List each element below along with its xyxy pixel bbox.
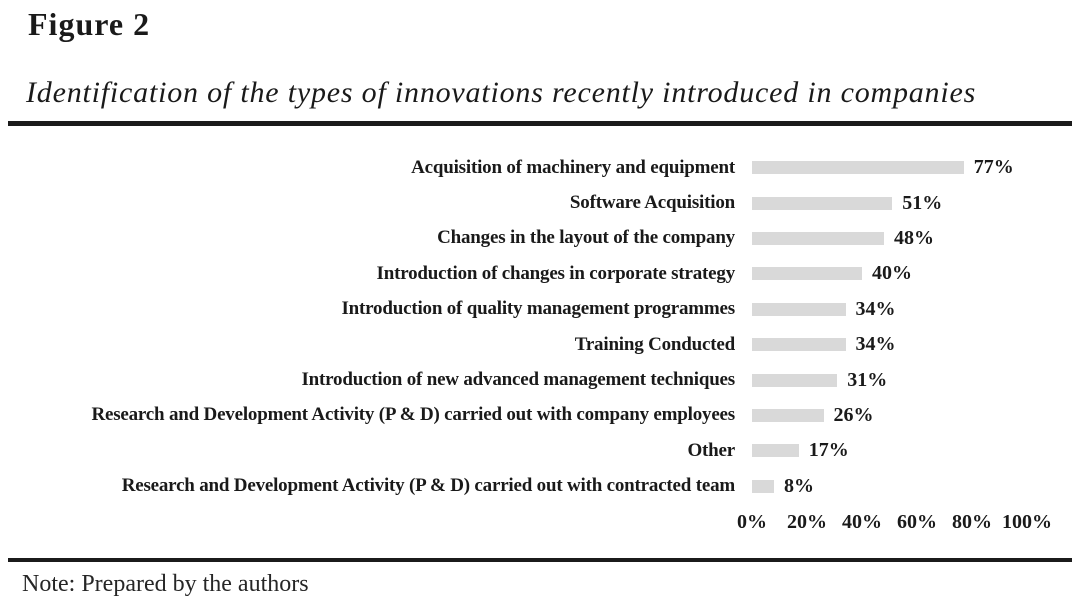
bar-area: 26% bbox=[735, 404, 874, 427]
value-label: 8% bbox=[784, 474, 814, 497]
x-tick: 0% bbox=[737, 511, 767, 533]
bar-area: 31% bbox=[735, 369, 887, 392]
bar-area: 34% bbox=[735, 333, 896, 356]
value-label: 17% bbox=[808, 439, 849, 462]
bar-area: 8% bbox=[735, 475, 814, 498]
bar-area: 48% bbox=[735, 227, 934, 250]
figure-title: Identification of the types of innovatio… bbox=[26, 76, 977, 109]
category-label: Introduction of new advanced management … bbox=[301, 369, 735, 391]
chart-row: Research and Development Activity (P & D… bbox=[0, 469, 1080, 504]
top-rule bbox=[8, 121, 1072, 126]
chart-row: Introduction of quality management progr… bbox=[0, 292, 1080, 327]
category-label: Acquisition of machinery and equipment bbox=[411, 156, 735, 178]
chart-row: Other 17% bbox=[0, 433, 1080, 468]
chart-row: Software Acquisition 51% bbox=[0, 185, 1080, 220]
chart-row: Research and Development Activity (P & D… bbox=[0, 398, 1080, 433]
bar-area: 51% bbox=[735, 192, 942, 215]
x-tick: 100% bbox=[1002, 511, 1052, 533]
bar bbox=[752, 161, 964, 175]
value-label: 34% bbox=[855, 297, 896, 320]
bar bbox=[752, 196, 893, 210]
bar bbox=[752, 373, 838, 387]
bar bbox=[752, 479, 774, 493]
bar-area: 77% bbox=[735, 156, 1014, 179]
category-label: Other bbox=[687, 439, 735, 461]
value-label: 26% bbox=[833, 403, 874, 426]
category-label: Research and Development Activity (P & D… bbox=[121, 475, 735, 497]
chart-row: Introduction of changes in corporate str… bbox=[0, 256, 1080, 291]
figure-label: Figure 2 bbox=[28, 6, 151, 42]
bar bbox=[752, 444, 799, 458]
category-label: Introduction of quality management progr… bbox=[341, 298, 735, 320]
x-tick: 80% bbox=[952, 511, 992, 533]
x-tick: 20% bbox=[787, 511, 827, 533]
bottom-rule bbox=[8, 558, 1072, 562]
chart-row: Changes in the layout of the company 48% bbox=[0, 221, 1080, 256]
value-label: 34% bbox=[855, 333, 896, 356]
bar bbox=[752, 302, 846, 316]
chart-row: Training Conducted 34% bbox=[0, 327, 1080, 362]
bar bbox=[752, 267, 862, 281]
bar-area: 40% bbox=[735, 262, 912, 285]
value-label: 31% bbox=[847, 368, 888, 391]
x-tick: 40% bbox=[842, 511, 882, 533]
bar-area: 34% bbox=[735, 298, 896, 321]
category-label: Software Acquisition bbox=[569, 192, 735, 214]
x-axis: 0% 20% 40% 60% 80% 100% bbox=[737, 511, 1052, 537]
value-label: 48% bbox=[894, 226, 934, 249]
bar bbox=[752, 408, 824, 422]
chart-row: Introduction of new advanced management … bbox=[0, 362, 1080, 397]
figure-note: Note: Prepared by the authors bbox=[22, 571, 309, 597]
category-label: Changes in the layout of the company bbox=[437, 227, 735, 249]
x-tick: 60% bbox=[897, 511, 937, 533]
value-label: 40% bbox=[872, 262, 912, 285]
value-label: 51% bbox=[902, 191, 943, 214]
bar-chart: Acquisition of machinery and equipment 77… bbox=[0, 150, 1080, 504]
category-label: Training Conducted bbox=[574, 333, 735, 355]
bar bbox=[752, 231, 884, 245]
category-label: Introduction of changes in corporate str… bbox=[376, 262, 736, 284]
value-label: 77% bbox=[973, 156, 1014, 179]
category-label: Research and Development Activity (P & D… bbox=[91, 404, 735, 426]
chart-row: Acquisition of machinery and equipment 77… bbox=[0, 150, 1080, 185]
bar bbox=[752, 338, 846, 352]
bar-area: 17% bbox=[735, 439, 849, 462]
